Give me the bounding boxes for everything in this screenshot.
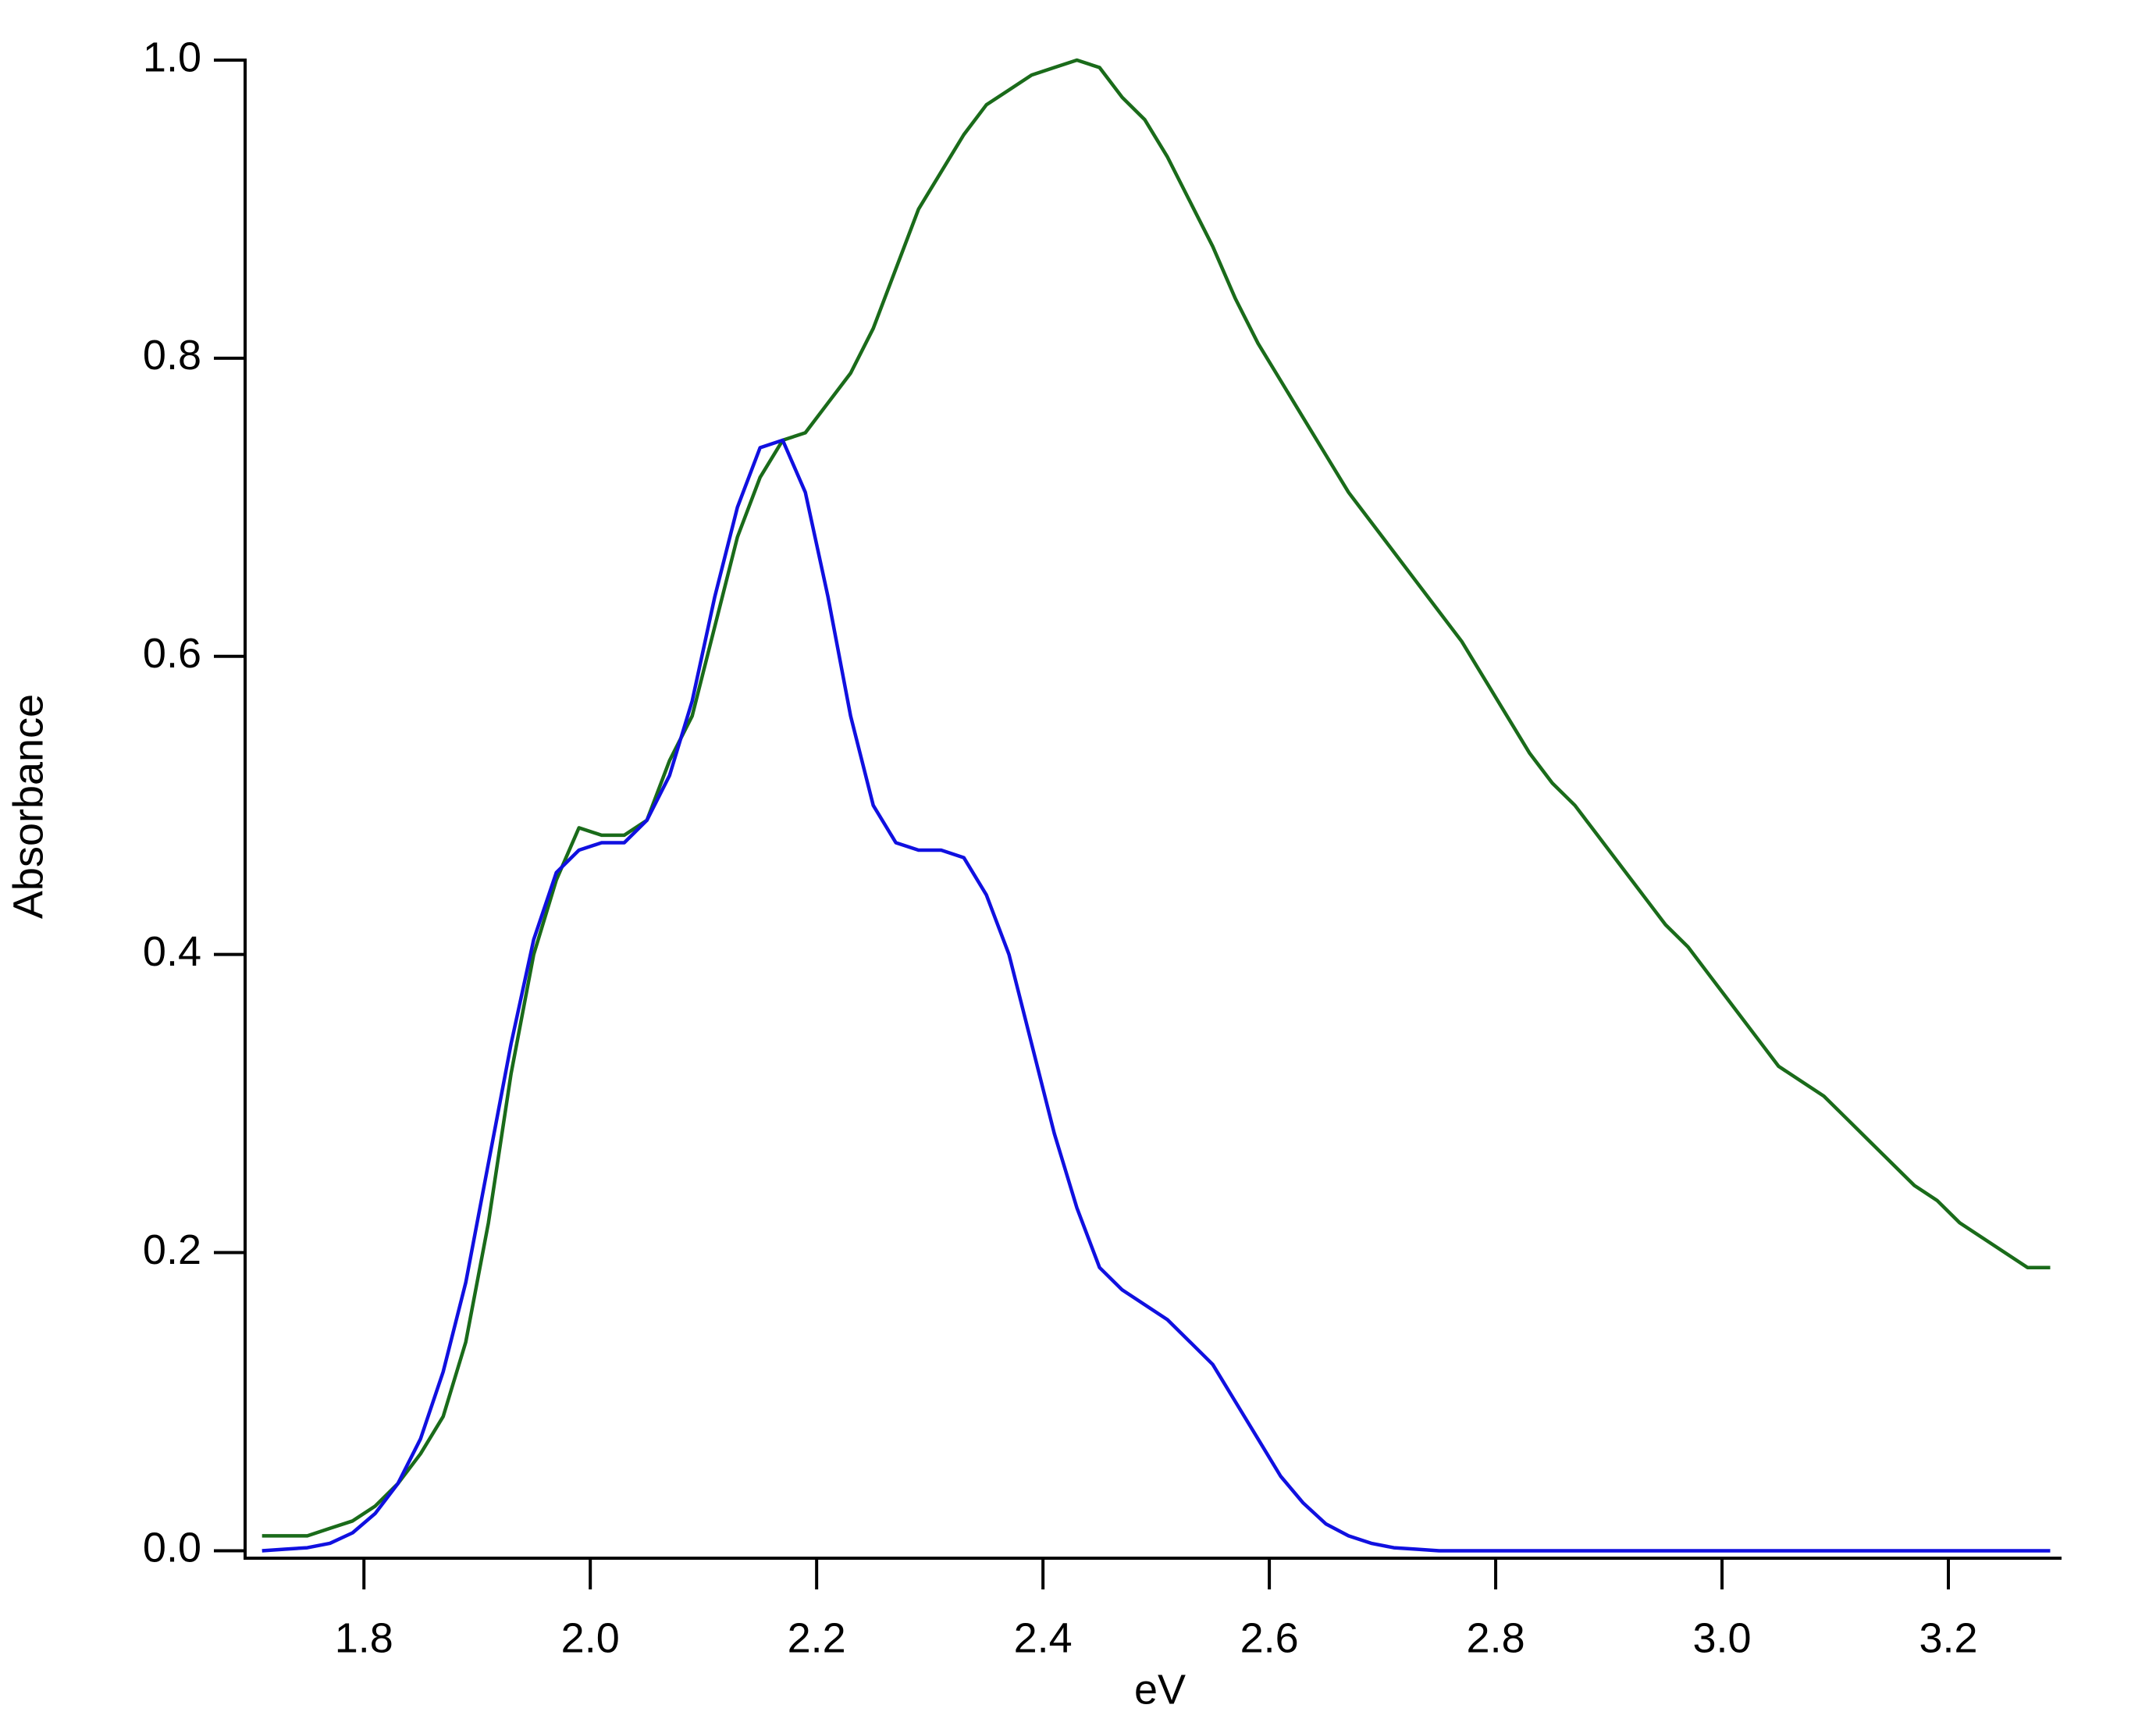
x-tick-label: 2.6 bbox=[1240, 1614, 1299, 1661]
x-axis-label: eV bbox=[1134, 1666, 1186, 1713]
x-tick-label: 3.0 bbox=[1693, 1614, 1752, 1661]
y-tick-label: 0.4 bbox=[143, 928, 201, 975]
y-tick-label: 0.6 bbox=[143, 630, 201, 677]
data-line bbox=[261, 438, 2051, 1553]
x-tick-label: 2.4 bbox=[1014, 1614, 1073, 1661]
y-tick-label: 0.8 bbox=[143, 332, 201, 379]
y-tick-label: 0.0 bbox=[143, 1525, 201, 1571]
x-tick-label: 2.2 bbox=[788, 1614, 846, 1661]
y-tick-label: 1.0 bbox=[143, 34, 201, 80]
x-tick-label: 3.2 bbox=[1919, 1614, 1977, 1661]
y-tick-label: 0.2 bbox=[143, 1226, 201, 1273]
data-line bbox=[261, 58, 2051, 1538]
x-tick-label: 2.0 bbox=[561, 1614, 620, 1661]
x-tick-label: 2.8 bbox=[1467, 1614, 1525, 1661]
y-axis-label: Absorbance bbox=[5, 694, 52, 919]
x-tick-label: 1.8 bbox=[335, 1614, 393, 1661]
